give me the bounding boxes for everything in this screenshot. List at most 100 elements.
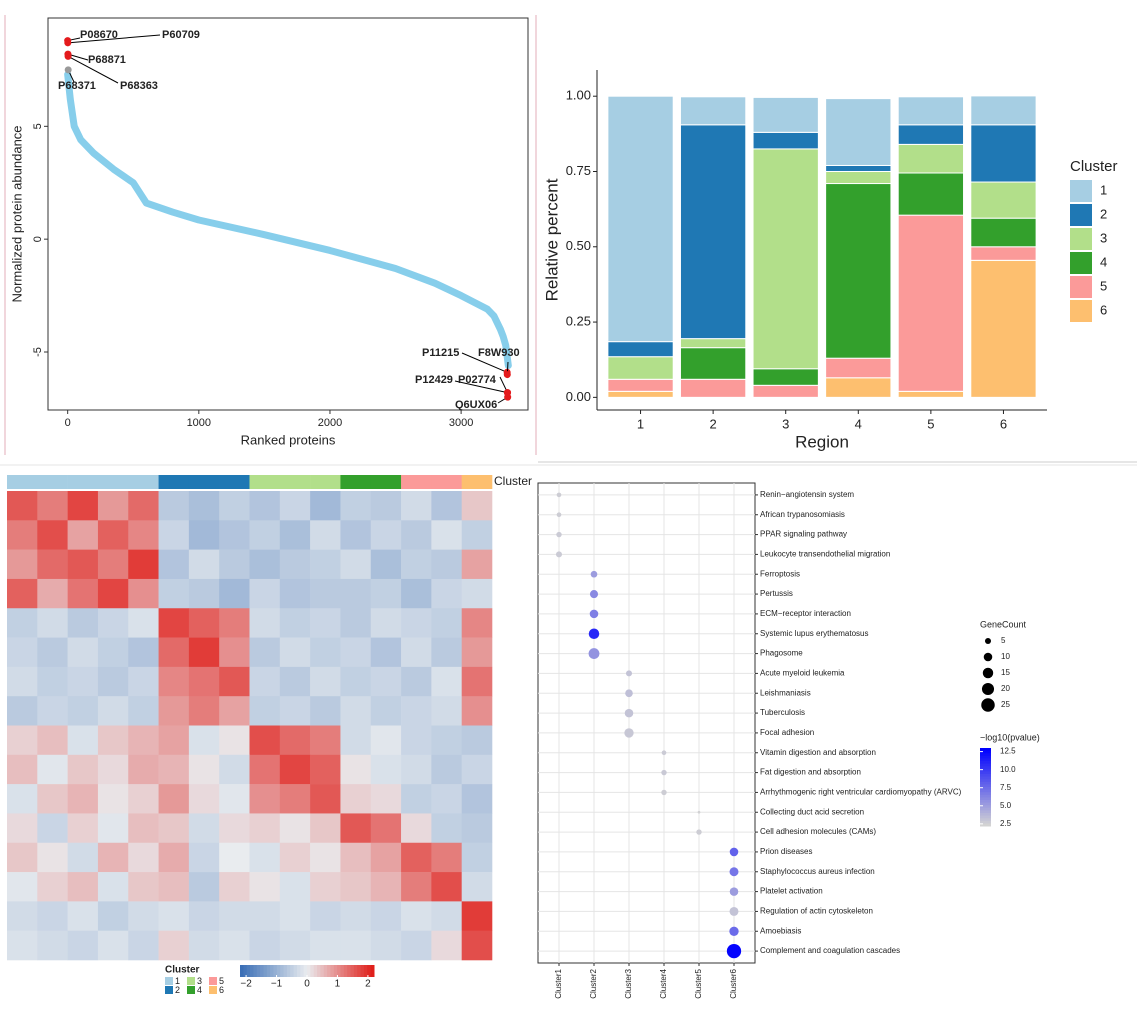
highlight-point [64,52,72,60]
heat-cell [97,842,129,873]
heat-cell [370,666,402,697]
colorbar-step [980,818,991,822]
heat-cell [340,813,372,844]
colorbar-step [980,761,991,765]
heat-cell [37,549,68,580]
colorbar-step [980,768,991,772]
colorbar-step [980,823,991,827]
heat-cell [431,784,462,814]
y-tick-label: 0 [32,236,44,242]
heat-cell [219,725,250,756]
bar-segment [897,143,965,174]
cluster-annotation [97,475,129,489]
point-label: F8W930 [478,347,520,359]
legend-swatch [209,986,217,994]
heat-cell [37,725,68,756]
colorbar-step [980,820,991,824]
heat-cell [431,872,462,902]
bar-segment [825,183,892,359]
y-axis-label: Relative percent [542,178,561,301]
legend-label: 2 [175,985,180,995]
heat-cell [67,872,99,902]
y-tick-label: Ferroptosis [760,569,800,578]
y-tick-label: 1.00 [566,88,591,103]
heat-cell [340,784,372,814]
legend-swatch [209,977,217,985]
heat-cell [310,520,341,550]
colorbar-label: −2 [240,979,252,990]
colorbar-step [980,771,991,775]
heat-cell [461,696,493,726]
heat-cell [431,696,462,726]
heat-cell [249,578,281,609]
legend-label: 5 [219,976,224,986]
heat-cell [279,842,311,873]
x-axis-label: Region [795,432,849,451]
heat-cell [97,725,129,756]
bar-segment [607,378,674,392]
heat-cell [7,842,38,873]
colorbar-step [347,965,352,977]
heat-cell [279,491,311,521]
heat-cell [188,901,220,931]
heat-cell [37,901,68,931]
heat-cell [158,901,190,931]
plot-area [47,17,529,411]
legend-label: 4 [1100,254,1107,269]
legend-swatch [1070,252,1092,274]
colorbar-step [980,781,991,785]
heat-cell [67,784,99,814]
heat-cell [7,549,38,580]
heat-cell [431,637,462,668]
colorbar-step [276,965,281,977]
heat-cell [401,930,432,961]
heat-cell [431,608,462,638]
bar-segment [970,95,1037,126]
bar-segment [679,124,747,340]
colorbar-step [370,965,375,977]
colorbar-step [980,792,991,796]
heat-cell [219,813,250,844]
heat-cell [97,930,129,961]
bar-segment [752,368,819,386]
dot [624,728,634,738]
point-label: P02774 [458,374,497,386]
highlight-point [503,371,511,379]
heat-cell [219,696,250,726]
dot [697,810,701,814]
dot [661,789,667,796]
heat-cell [188,872,220,902]
colorbar-step [980,800,991,804]
heat-cell [279,930,311,961]
heat-cell [188,637,220,668]
colorbar-step [283,965,288,977]
bar-segment [752,384,819,398]
legend-label: 15 [1001,668,1010,677]
heat-cell [340,696,372,726]
bar-segment [825,377,892,398]
heat-cell [37,754,68,785]
legend-label: 20 [1001,684,1010,693]
dot [729,887,739,896]
cluster-annotation [310,475,341,489]
bar-segment [825,98,892,166]
x-tick-label: 4 [855,416,862,431]
colorbar-step [300,965,305,977]
heat-cell [370,549,402,580]
heat-cell [310,901,341,931]
legend-label: 5 [1001,636,1006,645]
colorbar-step [253,965,258,977]
heat-cell [219,520,250,550]
point-label: P11215 [422,347,459,359]
x-tick-label: 0 [65,417,71,429]
heat-cell [461,754,493,785]
heat-cell [431,491,462,521]
heat-cell [7,813,38,844]
colorbar-label: 12.5 [1000,747,1016,756]
heat-cell [219,754,250,785]
colorbar-step [246,965,251,977]
heat-cell [310,930,341,961]
colorbar-step [286,965,291,977]
colorbar-step [980,784,991,788]
heat-cell [158,725,190,756]
